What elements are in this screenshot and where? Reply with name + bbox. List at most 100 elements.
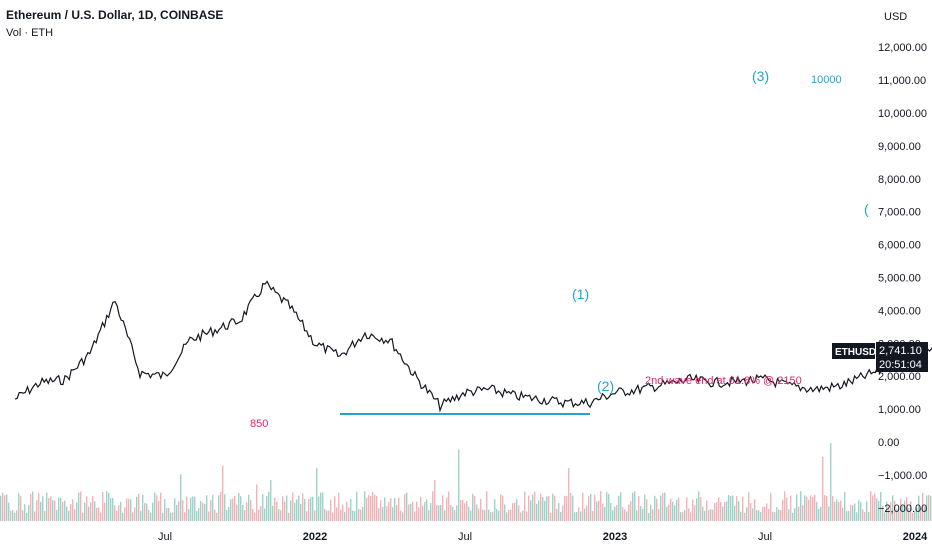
volume-bar: [746, 507, 748, 521]
volume-bar: [756, 510, 758, 521]
volume-bar: [482, 509, 484, 521]
volume-bar: [900, 498, 902, 521]
volume-bar: [674, 505, 676, 521]
volume-bar: [460, 500, 462, 521]
volume-bar: [166, 507, 168, 521]
volume-bar: [392, 507, 394, 521]
volume-bar: [680, 512, 682, 521]
volume-bar: [148, 509, 150, 521]
volume-bar: [56, 509, 58, 521]
volume-bar: [582, 492, 584, 521]
volume-bar: [112, 498, 114, 521]
volume-bar: [478, 508, 480, 521]
volume-bar: [364, 491, 366, 521]
volume-bar: [700, 497, 702, 521]
volume-bar: [682, 512, 684, 521]
volume-bar: [494, 499, 496, 521]
volume-bar: [356, 491, 358, 521]
volume-bar: [4, 495, 6, 521]
volume-bar: [432, 491, 434, 521]
volume-bar: [50, 496, 52, 521]
volume-bar: [248, 494, 250, 521]
volume-bar: [376, 495, 378, 521]
volume-bar: [70, 504, 72, 521]
volume-bar: [436, 505, 438, 521]
volume-bar: [668, 504, 670, 521]
volume-bar: [538, 500, 540, 521]
volume-bar: [426, 499, 428, 521]
volume-bar: [580, 511, 582, 521]
volume-bar: [466, 501, 468, 521]
volume-bar: [636, 510, 638, 521]
volume-bar: [434, 480, 436, 521]
volume-bar: [690, 512, 692, 521]
volume-bar: [896, 509, 898, 521]
volume-bar: [6, 494, 8, 521]
volume-bar: [352, 510, 354, 521]
volume-bar: [622, 507, 624, 521]
currency-label: USD: [884, 11, 907, 23]
price-axis[interactable]: 12,000.00 11,000.00 10,000.00 9,000.00 8,000…: [878, 42, 927, 515]
volume-bar: [294, 502, 296, 521]
volume-bar: [884, 512, 886, 521]
volume-bar: [292, 492, 294, 521]
volume-bar: [88, 506, 90, 521]
volume-bar: [234, 495, 236, 521]
price-tick-label: 11,000.00: [878, 75, 926, 87]
volume-bar: [844, 492, 846, 521]
volume-bar: [354, 511, 356, 521]
volume-bar: [762, 506, 764, 521]
volume-bar: [484, 510, 486, 521]
volume-bar: [706, 500, 708, 521]
volume-bar: [492, 511, 494, 521]
volume-bar: [350, 498, 352, 521]
volume-bar: [270, 479, 272, 521]
volume-bar: [616, 504, 618, 521]
time-axis[interactable]: Jul2022Jul2023Jul2024Jul2025Jul202615: [158, 531, 932, 543]
volume-bar: [570, 492, 572, 521]
volume-bar: [384, 497, 386, 521]
volume-bar: [138, 493, 140, 521]
volume-bar: [470, 510, 472, 521]
volume-bar: [20, 496, 22, 521]
volume-bar: [740, 511, 742, 521]
volume-bar: [100, 512, 102, 521]
volume-bar: [752, 508, 754, 521]
volume-bar: [480, 498, 482, 521]
volume-bar: [418, 507, 420, 521]
volume-bar: [382, 507, 384, 521]
price-series: [14, 280, 932, 413]
volume-bar: [372, 491, 374, 521]
volume-bar: [790, 495, 792, 521]
volume-bar: [176, 504, 178, 521]
time-tick-label: Jul: [158, 531, 172, 543]
volume-bar: [178, 501, 180, 521]
volume-bar: [886, 501, 888, 521]
volume-bar: [12, 510, 14, 521]
volume-bar: [572, 495, 574, 521]
volume-bar: [42, 496, 44, 521]
volume-bar: [8, 502, 10, 521]
volume-bar: [86, 496, 88, 521]
volume-bar: [502, 495, 504, 521]
price-tick-label: 8,000.00: [878, 174, 921, 186]
volume-bar: [506, 512, 508, 521]
volume-bar: [760, 512, 762, 521]
volume-bar: [80, 491, 82, 521]
volume-bar: [748, 492, 750, 521]
volume-bar: [106, 491, 108, 521]
volume-bar: [728, 494, 730, 521]
volume-bar: [888, 508, 890, 521]
volume-bar: [486, 491, 488, 521]
price-tick-label: 4,000.00: [878, 305, 921, 317]
volume-bar: [722, 506, 724, 521]
volume-bar: [82, 512, 84, 521]
volume-bar: [428, 510, 430, 521]
volume-bar: [420, 497, 422, 521]
volume-bar: [914, 510, 916, 521]
volume-bar: [882, 506, 884, 521]
volume-bar: [262, 494, 264, 521]
volume-bar: [524, 491, 526, 521]
volume-bar: [454, 510, 456, 521]
